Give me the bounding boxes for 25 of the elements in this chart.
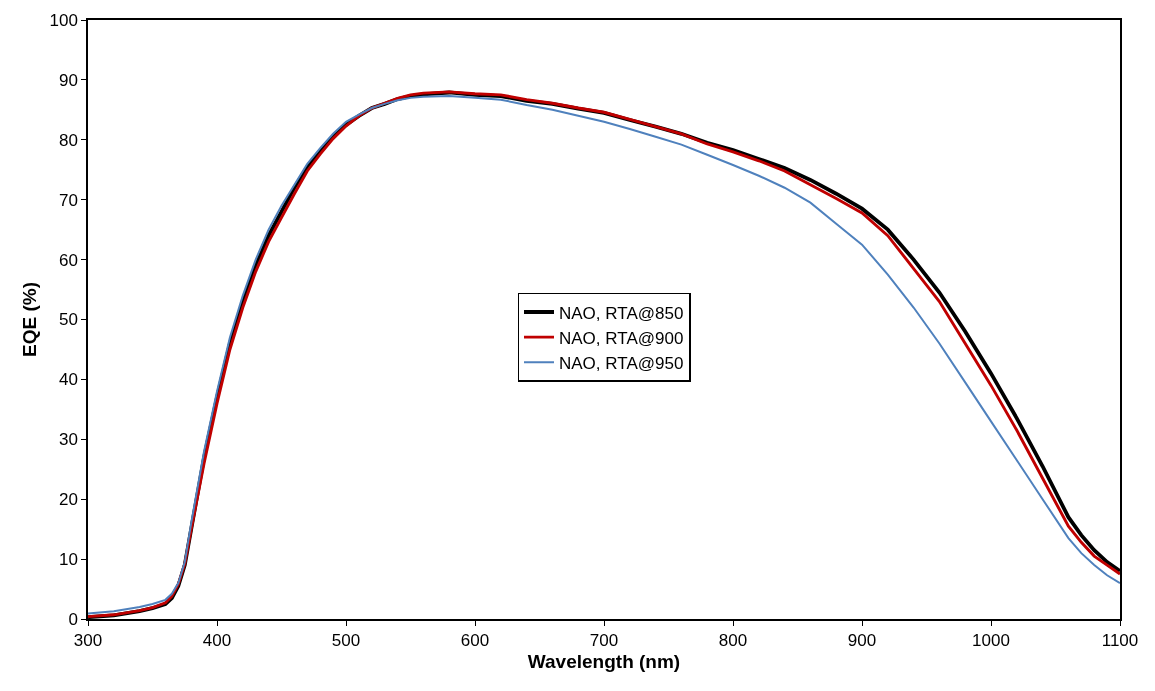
y-tick-label: 40 xyxy=(58,370,78,390)
legend-label: NAO, RTA@900 xyxy=(559,328,684,348)
y-tick-label: 80 xyxy=(58,130,78,150)
x-tick-label: 800 xyxy=(718,631,748,651)
y-tick-label: 20 xyxy=(58,490,78,510)
y-tick-label: 90 xyxy=(58,70,78,90)
y-tick-label: 0 xyxy=(68,609,78,629)
y-tick-label: 10 xyxy=(58,550,78,570)
x-tick-label: 500 xyxy=(331,631,361,651)
x-axis-title: Wavelength (nm) xyxy=(527,651,681,673)
y-tick-label: 70 xyxy=(58,190,78,210)
legend-label: NAO, RTA@950 xyxy=(559,353,684,373)
x-tick-label: 1100 xyxy=(1101,631,1139,651)
y-tick-label: 30 xyxy=(58,430,78,450)
y-axis-title: EQE (%) xyxy=(18,282,40,357)
x-tick-label: 700 xyxy=(589,631,619,651)
y-tick-label: 50 xyxy=(58,310,78,330)
legend-label: NAO, RTA@850 xyxy=(559,303,684,323)
x-tick-label: 1000 xyxy=(972,631,1010,651)
y-tick-label: 60 xyxy=(58,250,78,270)
x-tick-label: 300 xyxy=(73,631,103,651)
x-tick-label: 900 xyxy=(847,631,877,651)
x-tick-label: 600 xyxy=(460,631,490,651)
x-tick-label: 400 xyxy=(202,631,232,651)
y-tick-label: 100 xyxy=(49,10,78,30)
